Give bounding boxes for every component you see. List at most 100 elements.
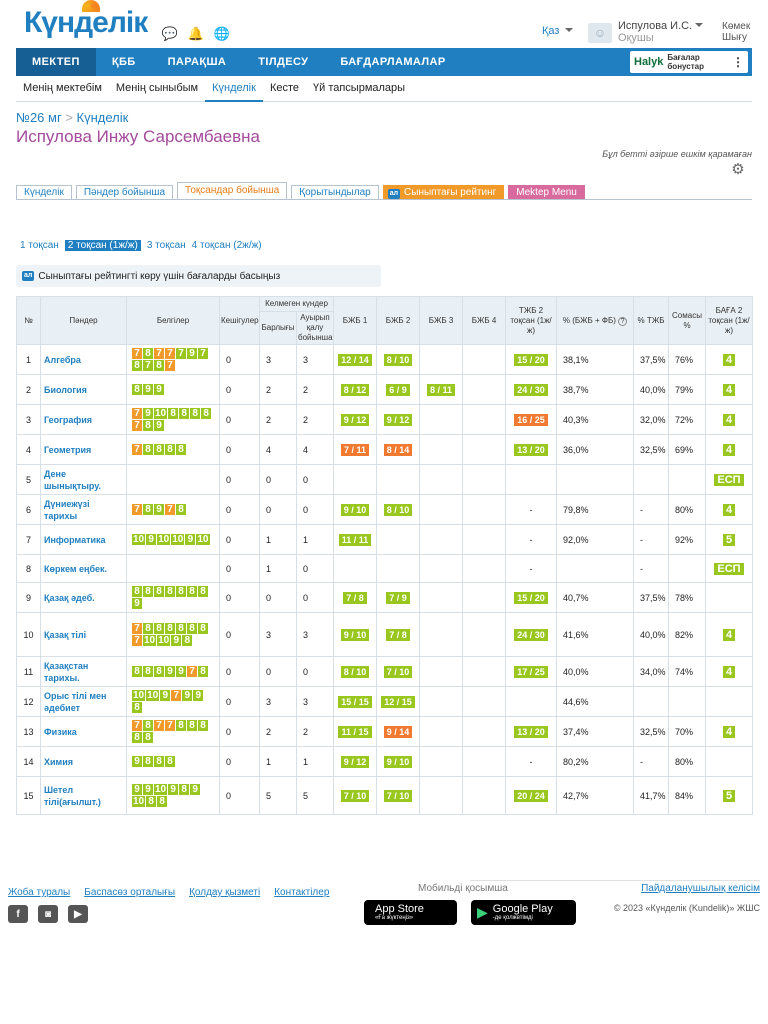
nav-item-kbb[interactable]: ҚББ bbox=[111, 56, 136, 68]
mark-badge[interactable]: 7 bbox=[132, 623, 142, 634]
subnav-my-school[interactable]: Менің мектебім bbox=[23, 81, 102, 94]
mark-badge[interactable]: 8 bbox=[146, 796, 157, 807]
score-badge[interactable]: 13 / 20 bbox=[514, 443, 548, 456]
mark-badge[interactable]: 9 bbox=[132, 784, 142, 795]
tab-diary[interactable]: Күнделік bbox=[16, 185, 72, 199]
mark-badge[interactable]: 7 bbox=[171, 690, 182, 701]
final-grade[interactable]: ЕСП bbox=[714, 473, 744, 486]
score-badge[interactable]: 8 / 10 bbox=[340, 665, 370, 678]
mark-badge[interactable]: 8 bbox=[187, 720, 197, 731]
mark-badge[interactable]: 8 bbox=[154, 756, 164, 767]
mark-badge[interactable]: 9 bbox=[132, 598, 142, 609]
subnav-homework[interactable]: Үй тапсырмалары bbox=[313, 81, 406, 94]
score-badge[interactable]: 9 / 12 bbox=[340, 413, 370, 426]
breadcrumb-school[interactable]: №26 мг bbox=[16, 110, 62, 125]
mark-badge[interactable]: 7 bbox=[165, 348, 175, 359]
user-agreement-link[interactable]: Пайдаланушылық келісім bbox=[641, 883, 760, 894]
more-icon[interactable]: ⋮ bbox=[732, 55, 744, 69]
score-badge[interactable]: 7 / 10 bbox=[383, 789, 413, 802]
quarter-1[interactable]: 1 тоқсан bbox=[20, 240, 59, 251]
mark-badge[interactable]: 8 bbox=[198, 623, 208, 634]
score-badge[interactable]: 9 / 10 bbox=[340, 503, 370, 516]
mark-badge[interactable]: 8 bbox=[176, 623, 186, 634]
mark-badge[interactable]: 8 bbox=[165, 586, 175, 597]
score-badge[interactable]: 9 / 10 bbox=[340, 628, 370, 641]
youtube-icon[interactable]: ▶ bbox=[68, 905, 88, 923]
footer-about[interactable]: Жоба туралы bbox=[8, 887, 71, 898]
score-badge[interactable]: 9 / 10 bbox=[383, 755, 413, 768]
breadcrumb-page[interactable]: Күнделік bbox=[76, 110, 129, 125]
mark-badge[interactable]: 7 bbox=[165, 720, 175, 731]
instagram-icon[interactable]: ◙ bbox=[38, 905, 58, 923]
language-select[interactable]: Қаз bbox=[542, 25, 573, 37]
help-link[interactable]: Көмек bbox=[722, 21, 751, 32]
mark-badge[interactable]: 8 bbox=[179, 784, 190, 795]
mark-badge[interactable]: 8 bbox=[165, 756, 175, 767]
score-badge[interactable]: 8 / 12 bbox=[340, 383, 370, 396]
mark-badge[interactable]: 8 bbox=[176, 720, 186, 731]
subject-name[interactable]: Шетел тілі(ағылшт.) bbox=[40, 776, 127, 815]
final-grade[interactable]: 4 bbox=[722, 413, 736, 426]
quarter-2[interactable]: 2 тоқсан (1ж/ж) bbox=[64, 240, 141, 251]
tab-class-rating[interactable]: ал Сыныптағы рейтинг bbox=[382, 185, 505, 199]
score-badge[interactable]: 7 / 8 bbox=[343, 591, 367, 604]
mark-badge[interactable]: 8 bbox=[198, 586, 208, 597]
mark-badge[interactable]: 8 bbox=[143, 623, 153, 634]
mark-badge[interactable]: 8 bbox=[132, 586, 142, 597]
mark-badge[interactable]: 8 bbox=[132, 702, 142, 713]
mark-badge[interactable]: 8 bbox=[154, 360, 164, 371]
mark-badge[interactable]: 7 bbox=[154, 720, 164, 731]
score-badge[interactable]: 12 / 14 bbox=[338, 353, 372, 366]
mark-badge[interactable]: 8 bbox=[182, 635, 193, 646]
mark-badge[interactable]: 9 bbox=[154, 420, 164, 431]
final-grade[interactable]: 4 bbox=[722, 665, 736, 678]
footer-press[interactable]: Баспасөз орталығы bbox=[84, 887, 176, 898]
subject-name[interactable]: Физика bbox=[40, 716, 127, 747]
mark-badge[interactable]: 8 bbox=[165, 623, 175, 634]
quarter-3[interactable]: 3 тоқсан bbox=[146, 240, 186, 251]
tab-mektep-menu[interactable]: Mektep Menu bbox=[508, 185, 585, 199]
final-grade[interactable]: 4 bbox=[722, 628, 736, 641]
mark-badge[interactable]: 7 bbox=[132, 408, 142, 419]
mark-badge[interactable]: 8 bbox=[198, 720, 208, 731]
mark-badge[interactable]: 9 bbox=[193, 690, 204, 701]
mark-badge[interactable]: 10 bbox=[154, 784, 168, 795]
score-badge[interactable]: 7 / 10 bbox=[383, 665, 413, 678]
score-badge[interactable]: 13 / 20 bbox=[514, 725, 548, 738]
mark-badge[interactable]: 9 bbox=[168, 784, 179, 795]
final-grade[interactable]: 4 bbox=[722, 443, 736, 456]
mark-badge[interactable]: 7 bbox=[154, 348, 164, 359]
mark-badge[interactable]: 8 bbox=[132, 360, 142, 371]
score-badge[interactable]: 17 / 25 bbox=[514, 665, 548, 678]
mark-badge[interactable]: 8 bbox=[176, 504, 186, 515]
subject-name[interactable]: Көркем еңбек. bbox=[40, 554, 127, 583]
score-badge[interactable]: 15 / 20 bbox=[514, 591, 548, 604]
bell-icon[interactable]: 🔔 bbox=[187, 26, 205, 41]
subject-name[interactable]: Қазақ әдеб. bbox=[40, 582, 127, 613]
score-badge[interactable]: 20 / 24 bbox=[514, 789, 548, 802]
chat-icon[interactable]: 💬 bbox=[161, 26, 179, 41]
final-grade[interactable]: ЕСП bbox=[714, 562, 744, 575]
subnav-schedule[interactable]: Кесте bbox=[269, 81, 299, 94]
mark-badge[interactable]: 7 bbox=[132, 504, 142, 515]
score-badge[interactable]: 9 / 12 bbox=[383, 413, 413, 426]
score-badge[interactable]: 7 / 8 bbox=[386, 628, 410, 641]
final-grade[interactable]: 4 bbox=[722, 503, 736, 516]
subject-name[interactable]: География bbox=[40, 404, 127, 435]
mark-badge[interactable]: 10 bbox=[143, 635, 157, 646]
quarter-4[interactable]: 4 тоқсан (2ж/ж) bbox=[191, 240, 262, 251]
nav-item-mektep[interactable]: МЕКТЕП bbox=[16, 48, 96, 76]
mark-badge[interactable]: 7 bbox=[165, 504, 175, 515]
mark-badge[interactable]: 8 bbox=[165, 444, 175, 455]
halyk-bonus-banner[interactable]: Halyk Бағалар бонустар ⋮ bbox=[630, 51, 748, 73]
mark-badge[interactable]: 8 bbox=[176, 444, 186, 455]
score-badge[interactable]: 24 / 30 bbox=[514, 383, 548, 396]
score-badge[interactable]: 12 / 15 bbox=[381, 695, 415, 708]
mark-badge[interactable]: 8 bbox=[143, 420, 153, 431]
mark-badge[interactable]: 9 bbox=[187, 348, 197, 359]
final-grade[interactable]: 5 bbox=[722, 533, 736, 546]
score-badge[interactable]: 7 / 11 bbox=[340, 443, 370, 456]
mark-badge[interactable]: 8 bbox=[154, 444, 164, 455]
globe-icon[interactable]: 🌐 bbox=[213, 26, 231, 41]
final-grade[interactable]: 4 bbox=[722, 383, 736, 396]
